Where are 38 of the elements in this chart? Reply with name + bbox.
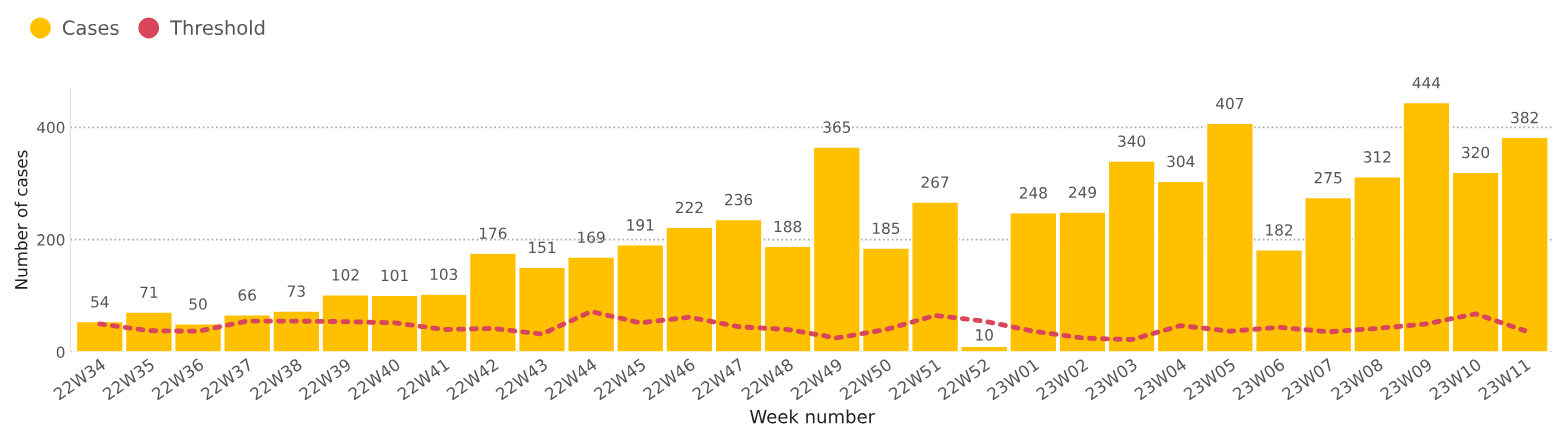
data-label: 382 (1511, 111, 1538, 124)
y-axis-title: Number of cases (14, 150, 28, 289)
legend-label: Cases (62, 20, 119, 36)
data-label: 101 (381, 269, 408, 282)
x-axis-title: Week number (750, 409, 876, 424)
data-label: 275 (1314, 171, 1342, 184)
data-label: 444 (1412, 77, 1441, 89)
legend-label: Threshold (170, 20, 265, 36)
data-label: 176 (479, 227, 507, 240)
data-label: 50 (189, 298, 207, 310)
data-label: 304 (1167, 155, 1195, 168)
y-tick-label: 400 (37, 121, 65, 134)
data-label: 54 (91, 296, 109, 308)
data-label: 66 (238, 289, 256, 301)
data-label: 407 (1216, 97, 1244, 110)
y-tick-label: 200 (37, 234, 65, 246)
data-label: 73 (287, 285, 305, 297)
data-label: 185 (873, 222, 900, 235)
data-label: 267 (921, 176, 949, 188)
data-label: 248 (1019, 187, 1047, 199)
data-label: 312 (1363, 151, 1391, 163)
data-label: 236 (725, 193, 753, 206)
data-label: 365 (823, 121, 851, 133)
data-label: 182 (1266, 224, 1293, 236)
y-tick-label: 0 (56, 346, 65, 359)
data-label: 188 (774, 220, 802, 233)
data-label: 10 (976, 329, 993, 341)
data-label: 320 (1462, 146, 1490, 159)
data-label: 151 (529, 241, 556, 254)
data-label: 71 (140, 286, 158, 298)
data-label: 102 (332, 269, 359, 281)
data-label: 340 (1118, 135, 1146, 147)
data-label: 103 (430, 268, 458, 281)
data-label: 169 (578, 231, 605, 243)
data-label: 191 (627, 219, 654, 231)
data-label: 249 (1069, 186, 1096, 199)
data-label: 222 (675, 201, 703, 214)
line-series (97, 309, 1528, 343)
